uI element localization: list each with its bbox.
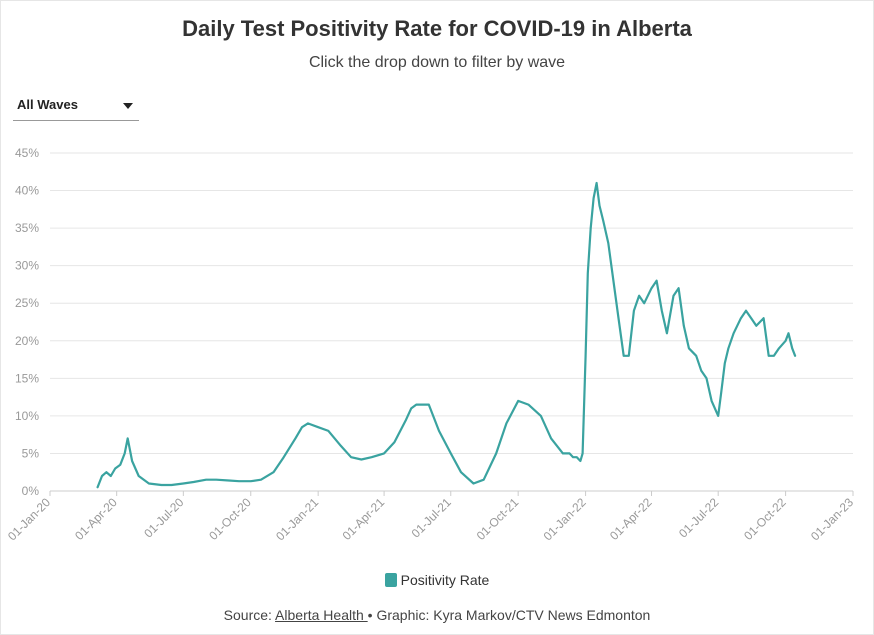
source-prefix: Source: — [223, 607, 276, 623]
y-tick-label: 10% — [15, 409, 39, 423]
chart-legend[interactable]: Positivity Rate — [0, 572, 874, 588]
x-tick-label: 01-Oct-22 — [741, 495, 789, 543]
x-tick-label: 01-Jul-22 — [676, 495, 722, 541]
x-tick-label: 01-Apr-22 — [607, 495, 655, 543]
x-tick-label: 01-Oct-21 — [474, 495, 522, 543]
source-link[interactable]: Alberta Health — [275, 607, 368, 623]
chevron-down-icon — [123, 103, 133, 109]
legend-swatch — [384, 573, 397, 587]
y-tick-label: 30% — [15, 259, 39, 273]
x-tick-label: 01-Jan-22 — [541, 495, 589, 543]
wave-filter-selected: All Waves — [17, 97, 78, 112]
y-tick-label: 15% — [15, 371, 39, 385]
x-tick-label: 01-Jan-20 — [5, 495, 53, 543]
chart-source: Source: Alberta Health • Graphic: Kyra M… — [0, 607, 874, 623]
wave-filter-dropdown[interactable]: All Waves — [13, 94, 139, 121]
y-tick-label: 45% — [15, 146, 39, 160]
y-tick-label: 20% — [15, 334, 39, 348]
y-tick-label: 25% — [15, 296, 39, 310]
y-tick-label: 40% — [15, 184, 39, 198]
x-tick-label: 01-Jul-20 — [141, 495, 187, 541]
positivity-rate-line — [96, 181, 797, 489]
y-tick-label: 5% — [22, 446, 40, 460]
chart-title: Daily Test Positivity Rate for COVID-19 … — [182, 16, 692, 41]
chart-subtitle: Click the drop down to filter by wave — [308, 54, 566, 71]
source-credit: Graphic: Kyra Markov/CTV News Edmonton — [372, 607, 651, 623]
legend-label: Positivity Rate — [400, 572, 490, 588]
x-tick-label: 01-Jan-23 — [808, 495, 856, 543]
x-tick-label: 01-Apr-21 — [340, 495, 388, 543]
x-tick-label: 01-Apr-20 — [72, 495, 120, 543]
line-chart: 0% 5% 10% 15% 20% 25% 30% 35% 40% 45% 01-Jan-20 01-… — [5, 146, 856, 543]
source-separator: • — [367, 607, 373, 623]
y-tick-label: 35% — [15, 221, 39, 235]
x-tick-label: 01-Jan-21 — [273, 495, 321, 543]
y-tick-label: 0% — [22, 484, 40, 498]
x-tick-label: 01-Oct-20 — [206, 495, 254, 543]
x-tick-label: 01-Jul-21 — [409, 495, 455, 541]
